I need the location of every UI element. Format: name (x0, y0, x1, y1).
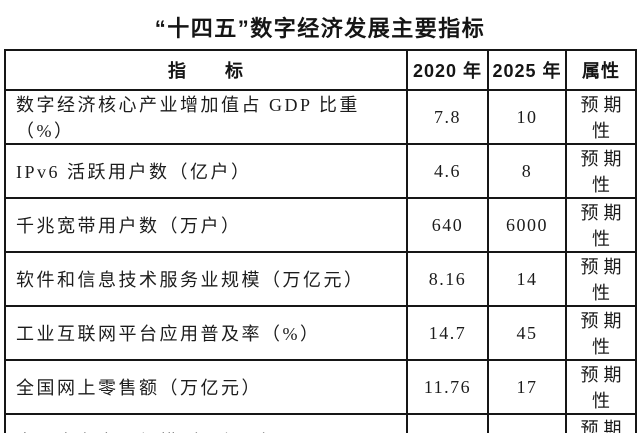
value-2025-cell: 10 (487, 89, 567, 145)
value-2020-cell: 11.76 (406, 359, 489, 415)
table-row: 软件和信息技术服务业规模（万亿元） 8.16 14 预期性 (4, 251, 637, 307)
attribute-cell: 预期性 (565, 251, 637, 307)
table-row: 千兆宽带用户数（万户） 640 6000 预期性 (4, 197, 637, 253)
header-year-2025: 2025 年 (487, 49, 567, 91)
value-2025-cell: 45 (487, 305, 567, 361)
value-2020-cell: 4.6 (406, 143, 489, 199)
header-attribute: 属性 (565, 49, 637, 91)
attribute-cell: 预期性 (565, 305, 637, 361)
table-row: 电子商务交易规模（万亿元） 37.21 46 预期性 (4, 413, 637, 433)
indicator-cell: 软件和信息技术服务业规模（万亿元） (4, 251, 408, 307)
indicator-cell: 数字经济核心产业增加值占 GDP 比重（%） (4, 89, 408, 145)
value-2020-cell: 37.21 (406, 413, 489, 433)
indicator-cell: IPv6 活跃用户数（亿户） (4, 143, 408, 199)
attribute-cell: 预期性 (565, 143, 637, 199)
value-2025-cell: 14 (487, 251, 567, 307)
page-title: “十四五”数字经济发展主要指标 (154, 16, 486, 41)
value-2025-cell: 6000 (487, 197, 567, 253)
value-2020-cell: 8.16 (406, 251, 489, 307)
table-row: 全国网上零售额（万亿元） 11.76 17 预期性 (4, 359, 637, 415)
indicators-table: 指 标 2020 年 2025 年 属性 数字经济核心产业增加值占 GDP 比重… (4, 49, 637, 433)
indicator-cell: 电子商务交易规模（万亿元） (4, 413, 408, 433)
attribute-cell: 预期性 (565, 89, 637, 145)
value-2025-cell: 17 (487, 359, 567, 415)
attribute-cell: 预期性 (565, 359, 637, 415)
indicator-cell: 工业互联网平台应用普及率（%） (4, 305, 408, 361)
attribute-cell: 预期性 (565, 197, 637, 253)
value-2020-cell: 14.7 (406, 305, 489, 361)
indicator-cell: 全国网上零售额（万亿元） (4, 359, 408, 415)
value-2025-cell: 8 (487, 143, 567, 199)
table-row: 工业互联网平台应用普及率（%） 14.7 45 预期性 (4, 305, 637, 361)
indicator-cell: 千兆宽带用户数（万户） (4, 197, 408, 253)
attribute-cell: 预期性 (565, 413, 637, 433)
table-row: IPv6 活跃用户数（亿户） 4.6 8 预期性 (4, 143, 637, 199)
value-2020-cell: 7.8 (406, 89, 489, 145)
value-2025-cell: 46 (487, 413, 567, 433)
header-indicator: 指 标 (4, 49, 408, 91)
table-row: 数字经济核心产业增加值占 GDP 比重（%） 7.8 10 预期性 (4, 89, 637, 145)
table-header-row: 指 标 2020 年 2025 年 属性 (4, 49, 637, 91)
header-year-2020: 2020 年 (406, 49, 489, 91)
value-2020-cell: 640 (406, 197, 489, 253)
